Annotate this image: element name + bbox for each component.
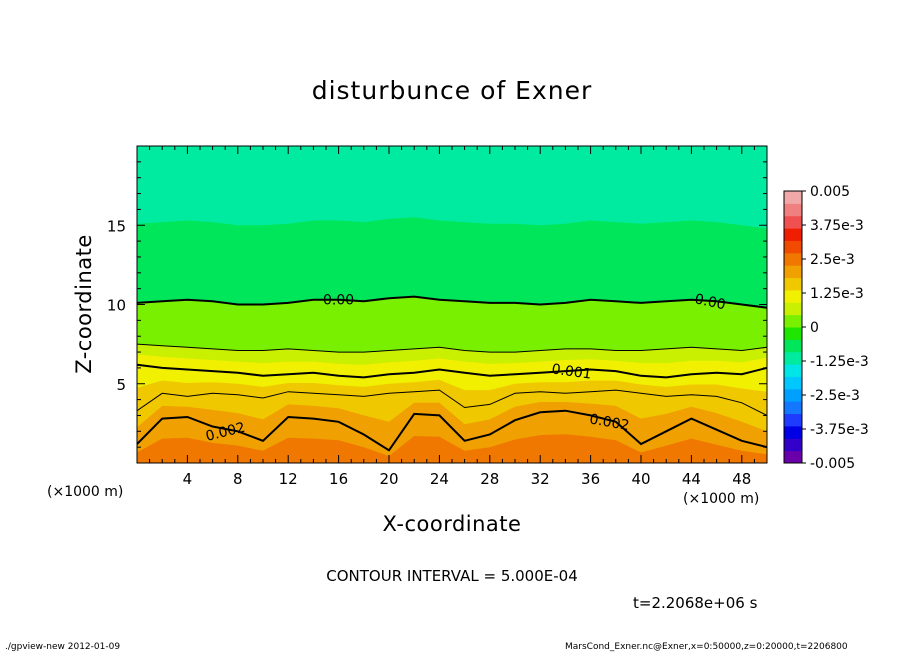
- contour-interval-value: 5.000E-04: [500, 567, 578, 585]
- chart-title: disturbunce of Exner: [311, 76, 593, 105]
- colorbar-swatch: [784, 401, 802, 415]
- colorbar-swatch: [784, 302, 802, 316]
- x-tick-label: 44: [682, 470, 701, 488]
- y-tick-label: 15: [107, 217, 126, 235]
- colorbar-swatch: [784, 215, 802, 229]
- x-tick-label: 8: [233, 470, 243, 488]
- colorbar-tick-label: 1.25e-3: [810, 286, 864, 302]
- x-tick-label: 4: [183, 470, 193, 488]
- contour-label-0-0: 0.00: [323, 293, 354, 309]
- time-label: t=2.2068e+06 s: [633, 594, 758, 612]
- colorbar-swatch: [784, 351, 802, 365]
- contour-line-0: [137, 295, 767, 309]
- colorbar-swatch: [784, 203, 802, 217]
- x-tick-label: 20: [379, 470, 398, 488]
- contour-label-4-1: 0.002: [588, 411, 630, 434]
- contour-line-3: [137, 389, 767, 416]
- shaded-field: [137, 146, 767, 463]
- x-tick-label: 12: [279, 470, 298, 488]
- colorbar-swatch: [784, 388, 802, 402]
- colorbar: 0.005 3.75e-3 2.5e-3 1.25e-3 0 -1.25e-3 -2.5e-…: [783, 184, 869, 472]
- contour-line-2: [137, 363, 767, 379]
- contour-label-0-1: 0.00: [693, 291, 727, 313]
- contour-line-4: [137, 409, 767, 452]
- y-tick-label: 10: [107, 297, 126, 315]
- x-tick-label: 48: [732, 470, 751, 488]
- colorbar-swatch: [784, 450, 802, 464]
- footer-left: ./gpview-new 2012-01-09: [5, 642, 121, 652]
- colorbar-tick-label: 2.5e-3: [810, 252, 855, 268]
- x-tick-label: 36: [581, 470, 600, 488]
- colorbar-swatch: [784, 376, 802, 390]
- x-tick-label: 16: [329, 470, 348, 488]
- colorbar-swatch: [784, 364, 802, 377]
- x-tick-label: 40: [631, 470, 650, 488]
- field-bottom: [137, 434, 767, 463]
- colorbar-swatch: [784, 339, 802, 353]
- x-tick-label: 24: [430, 470, 449, 488]
- colorbar-tick-label: -2.5e-3: [810, 388, 860, 404]
- colorbar-swatch: [784, 425, 802, 439]
- x-tick-label: 28: [480, 470, 499, 488]
- colorbar-swatch: [784, 265, 802, 279]
- colorbar-swatch: [784, 327, 802, 340]
- contour-line-1: [137, 343, 767, 353]
- colorbar-tick-label: 0: [810, 320, 819, 336]
- footer-right: MarsCond_Exner.nc@Exner,x=0:50000,z=0:20…: [565, 642, 848, 652]
- x-unit-label: (×1000 m): [683, 491, 760, 507]
- colorbar-swatch: [784, 252, 802, 266]
- colorbar-tick-label: -0.005: [810, 456, 855, 472]
- colorbar-tick-label: -1.25e-3: [810, 354, 869, 370]
- colorbar-swatch: [784, 314, 802, 328]
- colorbar-tick-label: 3.75e-3: [810, 218, 864, 234]
- x-axis-label: X-coordinate: [382, 512, 522, 536]
- contour-lines: [137, 295, 767, 452]
- contour-interval-note: CONTOUR INTERVAL = 5.000E-04: [326, 567, 578, 585]
- x-tick-label: 32: [531, 470, 550, 488]
- colorbar-swatch: [784, 413, 802, 427]
- colorbar-tick-label: -3.75e-3: [810, 422, 869, 438]
- colorbar-swatch: [784, 438, 802, 452]
- colorbar-swatch: [784, 240, 802, 254]
- colorbar-swatch: [784, 277, 802, 291]
- colorbar-swatch: [784, 228, 802, 241]
- colorbar-swatch: [784, 191, 802, 204]
- contour-label-2-0: 0.001: [551, 361, 593, 382]
- colorbar-tick-label: 0.005: [810, 184, 850, 200]
- y-tick-label: 5: [116, 376, 126, 394]
- colorbar-swatch: [784, 289, 802, 303]
- y-unit-label: (×1000 m): [47, 484, 124, 500]
